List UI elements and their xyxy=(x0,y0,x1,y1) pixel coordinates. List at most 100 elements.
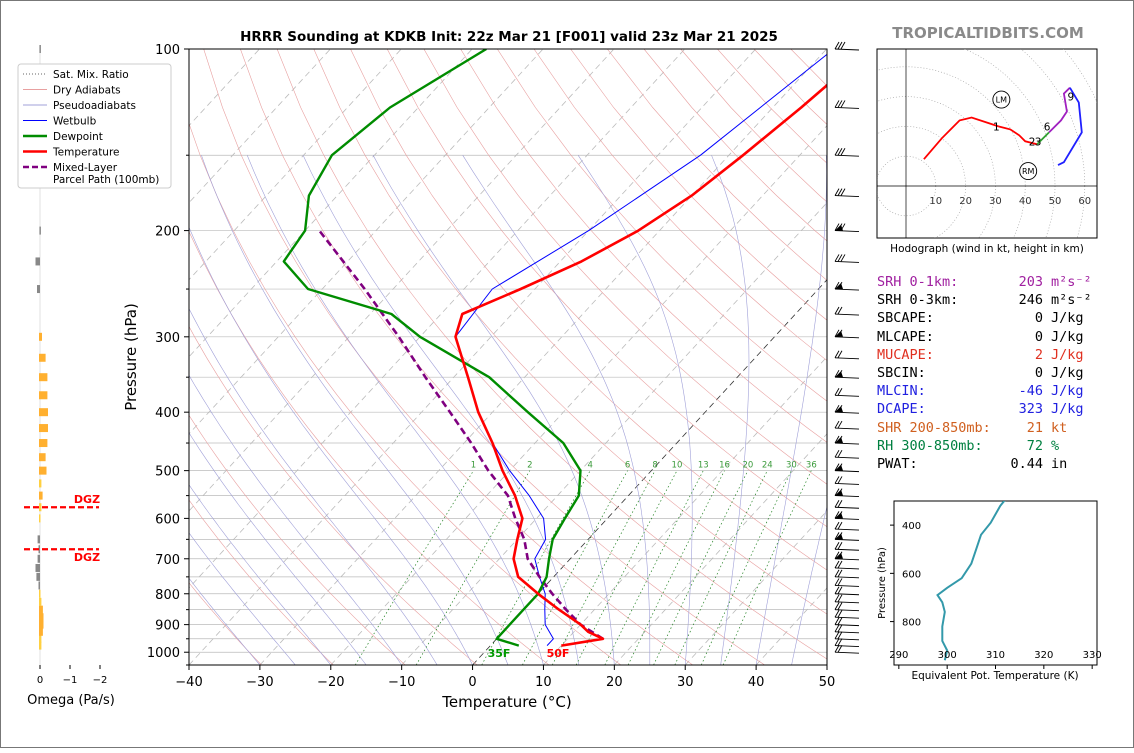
wind-barb xyxy=(835,587,859,595)
profile-wetbulb xyxy=(456,49,834,646)
hodograph-height-label: 6 xyxy=(1044,121,1051,133)
omega-xtick-label: −2 xyxy=(93,675,108,686)
mixing-ratio-label: 2 xyxy=(527,461,532,471)
wind-barb xyxy=(835,254,859,262)
param-unit: kt xyxy=(1051,419,1067,437)
param-value: 0.44 xyxy=(1010,455,1043,473)
mixing-ratio-label: 30 xyxy=(786,461,797,471)
param-label: DCAPE: xyxy=(877,400,926,418)
wind-barb-staff xyxy=(835,568,859,569)
pseudoadiabat xyxy=(463,155,650,665)
omega-bar xyxy=(39,424,48,432)
param-row: RH 300-850mb:72% xyxy=(877,437,1097,455)
wind-barb xyxy=(835,330,859,338)
wind-barb-staff xyxy=(835,231,859,232)
wind-barb-staff xyxy=(835,337,859,338)
wind-barb-staff xyxy=(835,585,859,586)
param-label: SRH 0-3km: xyxy=(877,291,958,309)
hodograph-ring-label: 50 xyxy=(1049,196,1062,207)
omega-bar xyxy=(39,613,44,621)
theta-e-xtick-label: 300 xyxy=(938,650,957,661)
wind-barb-staff xyxy=(835,395,859,396)
omega-bar xyxy=(39,333,42,341)
skewt-xtick-label: −10 xyxy=(388,675,415,690)
wind-barb xyxy=(835,464,859,472)
omega-bar xyxy=(39,514,41,522)
pseudoadiabat xyxy=(49,155,331,665)
wind-barb-staff xyxy=(835,457,859,458)
skewt-ytick-label: 500 xyxy=(155,465,180,480)
profile-temperature xyxy=(456,49,870,646)
wind-barb xyxy=(835,552,859,560)
omega-bar xyxy=(39,439,47,447)
skewt-xtick-label: 30 xyxy=(677,675,694,690)
wind-barb xyxy=(835,148,859,156)
wind-barb-staff xyxy=(835,539,859,540)
legend-label: Wetbulb xyxy=(53,116,97,128)
omega-bar xyxy=(36,257,41,265)
isotherm-line xyxy=(118,49,685,665)
wind-barb xyxy=(835,307,859,315)
wind-barb xyxy=(835,370,859,378)
param-value: 0 xyxy=(1035,364,1043,382)
theta-e-xtick-label: 320 xyxy=(1034,650,1053,661)
wind-barb xyxy=(835,522,859,530)
skewt-profiles xyxy=(284,49,869,646)
param-unit: m²s⁻² xyxy=(1051,291,1092,309)
param-label: SBCAPE: xyxy=(877,309,934,327)
wind-barb-staff xyxy=(835,549,859,550)
wind-barb-staff xyxy=(835,107,859,108)
legend-label: Sat. Mix. Ratio xyxy=(53,69,129,81)
wind-barb-staff xyxy=(835,529,859,530)
wind-barb-staff xyxy=(835,289,859,290)
wind-barb xyxy=(835,500,859,508)
param-label: SBCIN: xyxy=(877,364,926,382)
skewt-ytick-label: 400 xyxy=(155,406,180,421)
wind-barb xyxy=(835,476,859,484)
param-value: 0 xyxy=(1035,309,1043,327)
param-value: -46 xyxy=(1019,382,1043,400)
mixing-ratio-line xyxy=(355,471,473,665)
param-unit: J/kg xyxy=(1051,346,1084,364)
hodograph-ring-label: 40 xyxy=(1019,196,1032,207)
dry-adiabat xyxy=(277,49,836,665)
theta-e-xtick-label: 310 xyxy=(986,650,1005,661)
dgz-label-bottom: DGZ xyxy=(74,551,100,564)
param-value: 203 xyxy=(1019,273,1043,291)
param-unit: in xyxy=(1051,455,1067,473)
param-value: 72 xyxy=(1027,437,1043,455)
legend-label: Mixed-Layer xyxy=(53,162,118,174)
brand-watermark: TROPICALTIDBITS.COM xyxy=(892,24,1084,42)
omega-bar xyxy=(39,479,41,487)
legend-label: Dewpoint xyxy=(53,131,103,143)
surface-dewpoint-label: 35F xyxy=(488,647,511,660)
wind-barb xyxy=(835,610,859,618)
hodograph-frame xyxy=(877,49,1097,238)
pseudoadiabat xyxy=(163,155,473,665)
omega-bar xyxy=(38,535,40,543)
theta-e-ylabel: Pressure (hPa) xyxy=(877,547,888,619)
wind-barb-staff xyxy=(835,155,859,156)
wind-barb xyxy=(835,282,859,290)
mixing-ratio-line xyxy=(576,471,677,665)
skewt-xtick-label: −20 xyxy=(317,675,344,690)
theta-e-xtick-label: 290 xyxy=(889,650,908,661)
omega-bar xyxy=(39,373,47,381)
legend-label: Temperature xyxy=(52,147,120,159)
skewt-xtick-label: 20 xyxy=(606,675,623,690)
wind-barb xyxy=(835,578,859,586)
hodograph-ring-label: 60 xyxy=(1078,196,1091,207)
wind-barb xyxy=(835,603,859,611)
omega-xlabel: Omega (Pa/s) xyxy=(27,693,115,708)
omega-bar xyxy=(39,642,41,650)
wind-barb-staff xyxy=(835,496,859,497)
wind-barb xyxy=(835,224,859,232)
wind-barb-staff xyxy=(835,471,859,472)
wind-barb xyxy=(835,532,859,540)
